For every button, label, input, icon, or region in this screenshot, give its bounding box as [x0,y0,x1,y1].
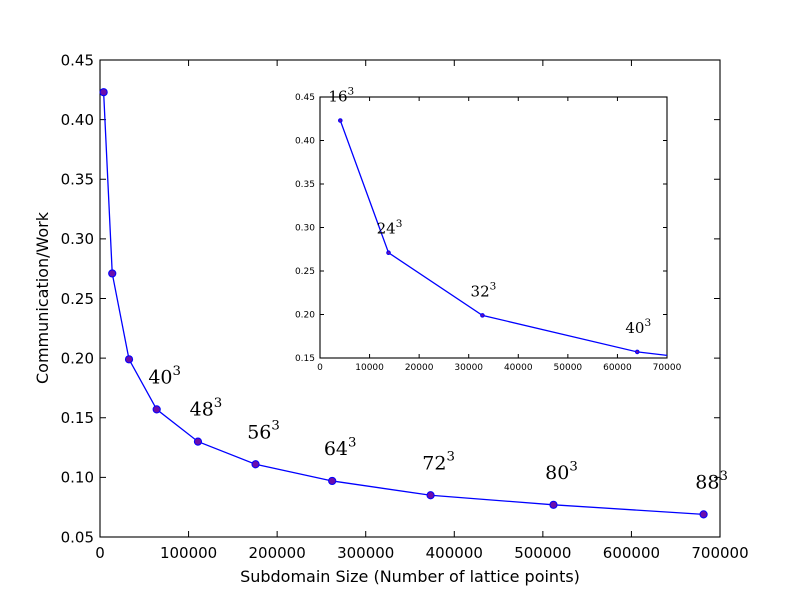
y-axis-label: Communication/Work [33,211,52,384]
x-tick-label: 30000 [454,363,483,373]
data-point [549,500,558,509]
data-point [699,510,708,519]
x-tick-label: 400000 [426,544,483,562]
x-tick-label: 600000 [603,544,660,562]
x-tick-label: 40000 [504,363,533,373]
data-point [634,349,640,355]
y-tick-label: 0.15 [295,354,315,364]
x-tick-label: 70000 [653,363,682,373]
data-point [328,476,337,486]
x-tick-label: 700000 [691,544,748,562]
x-tick-label: 200000 [249,544,306,562]
y-tick-label: 0.25 [61,290,94,308]
point-annotation: 323 [471,281,497,301]
data-point [480,313,485,318]
y-tick-label: 0.35 [295,180,315,190]
main-plot: 0 100000 200000 300000 400000 500000 600000 700… [61,51,749,562]
x-tick-label: 300000 [337,544,394,562]
inset-plot: 0 10000 20000 30000 40000 50000 60000 70000 0.15… [295,86,682,373]
x-tick-label: 100000 [160,544,217,562]
point-annotation: 403 [148,364,181,389]
y-tick-label: 0.20 [295,311,315,321]
x-axis-label: Subdomain Size (Number of lattice points… [240,567,580,586]
y-tick-label: 0.10 [61,469,94,487]
x-tick-label: 500000 [514,544,571,562]
y-tick-label: 0.40 [61,111,94,129]
x-tick-label: 50000 [554,363,583,373]
data-point [193,437,203,446]
x-tick-label: 0 [317,363,323,373]
y-tick-label: 0.45 [295,93,315,103]
point-annotation: 803 [545,459,578,484]
y-tick-label: 0.20 [61,349,94,367]
data-point [338,118,343,123]
data-point [251,460,260,469]
point-annotation: 403 [625,317,651,337]
series-line [102,92,704,515]
point-annotation: 163 [328,86,354,106]
x-tick-label: 0 [95,544,105,562]
y-tick-label: 0.05 [61,528,94,546]
y-tick-label: 0.25 [295,267,315,277]
data-point [99,88,108,97]
y-tick-label: 0.15 [61,409,94,427]
data-point [124,355,134,364]
y-tick-label: 0.35 [61,171,94,189]
point-annotation: 563 [247,419,280,444]
y-tick-label: 0.45 [61,51,94,69]
x-tick-label: 10000 [355,363,384,373]
point-annotation: 643 [324,435,357,460]
data-point [386,250,391,256]
data-point [152,405,161,414]
point-annotation: 723 [422,450,455,475]
point-annotation: 483 [190,396,223,421]
y-tick-label: 0.30 [295,224,315,234]
point-annotation: 243 [377,218,403,238]
data-point [108,269,117,278]
data-point [426,491,435,500]
plot-background [320,97,667,358]
x-tick-label: 60000 [603,363,632,373]
y-tick-label: 0.40 [295,137,315,147]
x-tick-label: 20000 [405,363,434,373]
y-tick-label: 0.30 [61,230,94,248]
point-annotation: 883 [695,469,728,494]
